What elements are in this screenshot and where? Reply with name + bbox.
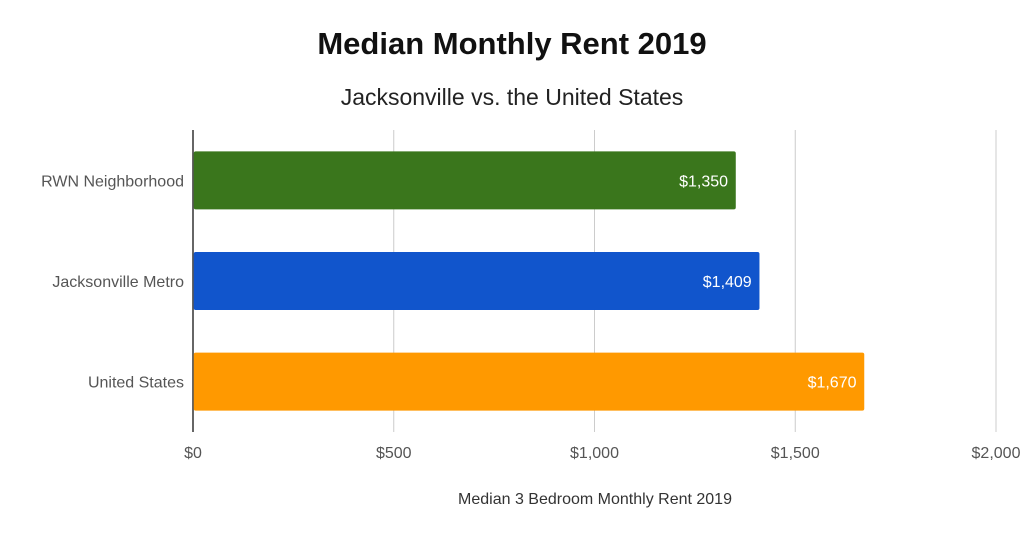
x-tick-label: $2,000 [972, 445, 1021, 462]
bars [193, 151, 865, 411]
category-label: RWN Neighborhood [41, 173, 184, 190]
bar [193, 151, 736, 210]
x-tick-label: $0 [184, 445, 202, 462]
bar [193, 252, 760, 310]
data-label: $1,409 [703, 274, 752, 291]
labels: $0 $500 $1,000 $1,500 $2,000 RWN Neighborhood… [41, 173, 1020, 462]
x-tick-label: $500 [376, 445, 412, 462]
data-label: $1,670 [808, 375, 857, 392]
category-label: Jacksonville Metro [52, 274, 184, 291]
chart-title: Median Monthly Rent 2019 [317, 26, 707, 61]
x-tick-label: $1,000 [570, 445, 619, 462]
x-tick-label: $1,500 [771, 445, 820, 462]
bar [193, 352, 865, 411]
chart-subtitle: Jacksonville vs. the United States [340, 84, 684, 110]
data-label: $1,350 [679, 173, 728, 190]
category-label: United States [88, 375, 184, 392]
x-axis-title: Median 3 Bedroom Monthly Rent 2019 [458, 491, 732, 508]
